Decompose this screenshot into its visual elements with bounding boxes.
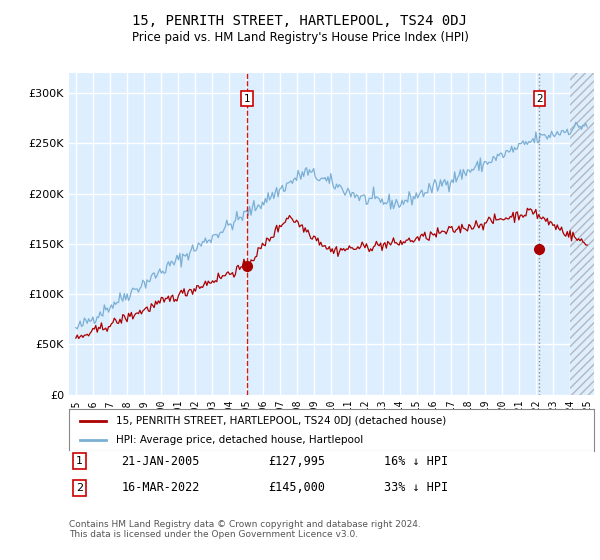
- Text: 16-MAR-2022: 16-MAR-2022: [121, 482, 200, 494]
- Text: £145,000: £145,000: [269, 482, 325, 494]
- Text: 16% ↓ HPI: 16% ↓ HPI: [384, 455, 448, 468]
- Text: 1: 1: [76, 456, 83, 466]
- Text: 2: 2: [76, 483, 83, 493]
- Bar: [570, 73, 594, 395]
- Text: £127,995: £127,995: [269, 455, 325, 468]
- Text: 1: 1: [244, 94, 250, 104]
- Text: Price paid vs. HM Land Registry's House Price Index (HPI): Price paid vs. HM Land Registry's House …: [131, 31, 469, 44]
- Text: 15, PENRITH STREET, HARTLEPOOL, TS24 0DJ: 15, PENRITH STREET, HARTLEPOOL, TS24 0DJ: [133, 14, 467, 28]
- Text: 2: 2: [536, 94, 543, 104]
- Text: 33% ↓ HPI: 33% ↓ HPI: [384, 482, 448, 494]
- Text: Contains HM Land Registry data © Crown copyright and database right 2024.
This d: Contains HM Land Registry data © Crown c…: [69, 520, 421, 539]
- Text: 21-JAN-2005: 21-JAN-2005: [121, 455, 200, 468]
- Text: 15, PENRITH STREET, HARTLEPOOL, TS24 0DJ (detached house): 15, PENRITH STREET, HARTLEPOOL, TS24 0DJ…: [116, 416, 446, 426]
- Text: HPI: Average price, detached house, Hartlepool: HPI: Average price, detached house, Hart…: [116, 435, 364, 445]
